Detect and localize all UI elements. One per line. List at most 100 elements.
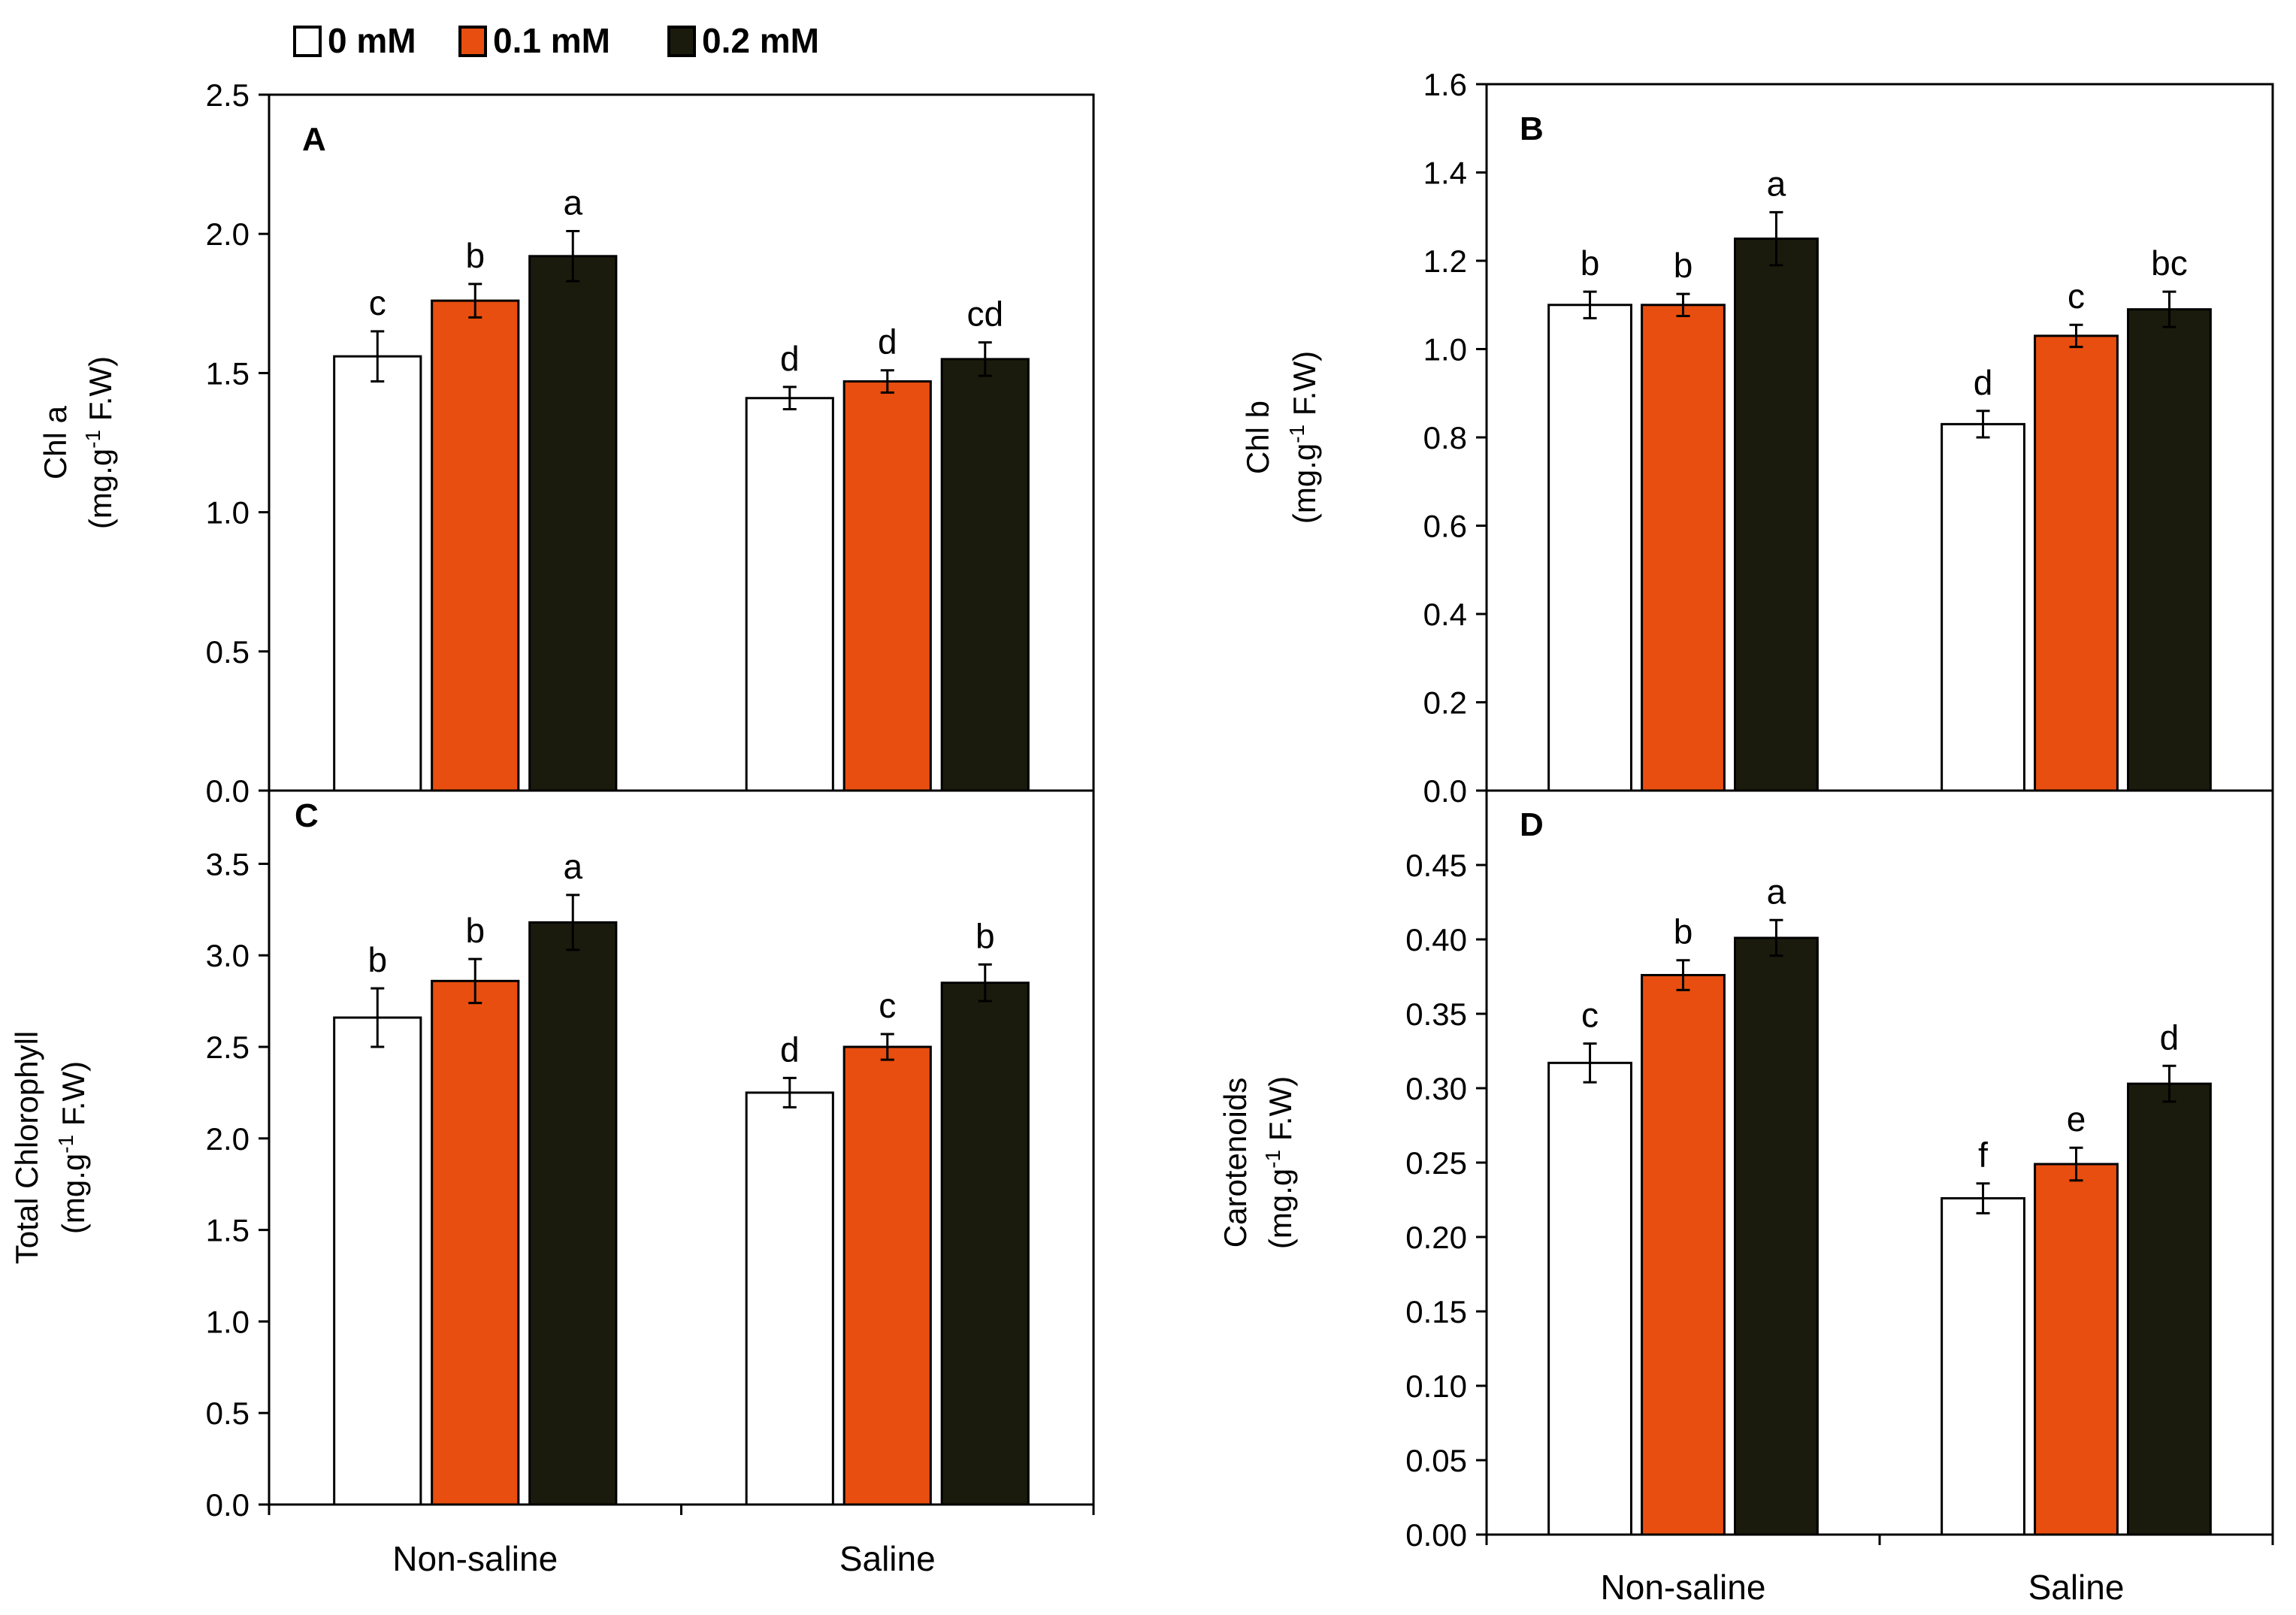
panel-b: 0.0 0.2 0.4 0.6 0.8 1.0 1.2 1.4 1.6 B Chl b (mg.g-1…: [1240, 67, 2274, 809]
significance-letter: e: [2067, 1099, 2086, 1139]
significance-letter: a: [1767, 164, 1786, 203]
panel-letter: A: [302, 121, 326, 158]
significance-letter: a: [563, 847, 582, 886]
bar-0_2mM-non-saline: [1734, 237, 1819, 792]
bar-0mM-non-saline: [1547, 304, 1632, 792]
significance-letter: d: [878, 322, 897, 361]
bar-0_1mM-saline: [2034, 1163, 2119, 1536]
bar-0_1mM-saline: [842, 380, 932, 792]
significance-letter: b: [465, 911, 485, 950]
significance-letter: b: [976, 916, 995, 955]
x-category-label: Saline: [2028, 1568, 2125, 1607]
y-tick-label: 0.2: [1423, 685, 1467, 721]
significance-letter: a: [1767, 872, 1786, 911]
y-tick-label: 1.0: [1423, 332, 1467, 367]
bar-0_1mM-non-saline: [1641, 974, 1726, 1536]
y-tick-label: 0.20: [1405, 1220, 1467, 1255]
y-tick-label: 1.2: [1423, 243, 1467, 279]
y-unit-superscript: -1: [1261, 1150, 1284, 1169]
y-tick-label: 1.0: [206, 495, 250, 531]
y-tick-label: 0.0: [206, 1487, 250, 1523]
y-unit-prefix: (mg.g: [1263, 1169, 1298, 1249]
y-axis-unit: (mg.g-1 F.W): [81, 356, 119, 529]
significance-letter: d: [2160, 1018, 2180, 1057]
significance-letter: b: [465, 236, 485, 275]
y-unit-suffix: F.W): [1263, 1076, 1298, 1150]
bar-0mM-saline: [1941, 422, 2025, 792]
x-category-label: Non-saline: [392, 1539, 558, 1578]
significance-letter: b: [1581, 243, 1600, 283]
y-tick-label: 0.6: [1423, 509, 1467, 544]
bar-0_1mM-saline: [2034, 334, 2119, 792]
y-tick-label: 1.6: [1423, 67, 1467, 102]
y-unit-superscript: -1: [54, 1135, 77, 1154]
significance-letter: c: [879, 986, 896, 1025]
y-unit-superscript: -1: [1285, 425, 1308, 443]
legend-label: 0.1 mM: [493, 21, 610, 60]
y-tick-label: 2.0: [206, 216, 250, 252]
y-tick-label: 0.0: [1423, 773, 1467, 809]
bar-0_2mM-non-saline: [528, 921, 618, 1506]
bar-0_2mM-non-saline: [1734, 936, 1819, 1536]
y-tick-label: 0.15: [1405, 1294, 1467, 1329]
y-tick-label: 0.05: [1405, 1443, 1467, 1478]
significance-letter: b: [1674, 912, 1693, 951]
y-tick-label: 1.4: [1423, 156, 1467, 191]
x-category-label: Non-saline: [1601, 1568, 1766, 1607]
y-unit-suffix: F.W): [56, 1061, 91, 1135]
panel-c: 0.0 0.5 1.0 1.5 2.0 2.5 3.0 3.5 Non-saline Saline…: [9, 789, 1095, 1578]
bar-0mM-non-saline: [1547, 1061, 1632, 1536]
significance-letter: bc: [2151, 243, 2188, 283]
y-tick-label: 0.45: [1405, 848, 1467, 883]
bar-0_1mM-non-saline: [431, 299, 520, 792]
y-tick-label: 1.5: [206, 355, 250, 391]
significance-letter: d: [780, 339, 800, 378]
panel-letter: B: [1520, 110, 1544, 147]
y-tick-label: 3.5: [206, 846, 250, 882]
bar-0mM-saline: [745, 1091, 834, 1506]
significance-letter: a: [563, 183, 582, 222]
bar-0mM-saline: [1941, 1197, 2025, 1536]
y-axis-title: Carotenoids: [1218, 1078, 1253, 1248]
y-tick-label: 0.5: [206, 634, 250, 670]
y-tick-label: 0.25: [1405, 1145, 1467, 1181]
legend-label: 0.2 mM: [702, 21, 819, 60]
y-tick-label: 2.5: [206, 1030, 250, 1065]
significance-letter: d: [1974, 363, 1993, 402]
bar-0mM-non-saline: [333, 1016, 422, 1506]
y-tick-label: 1.5: [206, 1213, 250, 1248]
y-axis-unit: (mg.g-1 F.W): [1261, 1076, 1299, 1249]
bar-0_2mM-saline: [2127, 308, 2212, 792]
bar-0_1mM-non-saline: [1641, 304, 1726, 792]
y-tick-label: 0.35: [1405, 997, 1467, 1032]
panel-letter: D: [1520, 806, 1544, 843]
y-tick-label: 0.40: [1405, 922, 1467, 957]
y-unit-suffix: F.W): [83, 356, 118, 430]
y-tick-label: 0.4: [1423, 597, 1467, 632]
y-tick-label: 1.0: [206, 1304, 250, 1339]
bar-0_2mM-saline: [940, 981, 1030, 1506]
y-tick-label: 0.00: [1405, 1517, 1467, 1553]
bar-0_2mM-saline: [940, 358, 1030, 792]
bar-0mM-non-saline: [333, 355, 422, 792]
y-unit-prefix: (mg.g: [1287, 443, 1322, 524]
bar-0_2mM-non-saline: [528, 255, 618, 792]
y-axis-unit: (mg.g-1 F.W): [1285, 351, 1323, 524]
significance-letter: b: [368, 940, 387, 979]
y-axis-title: Chl b: [1240, 401, 1275, 474]
y-axis-title: Total Chlorophyll: [9, 1031, 44, 1265]
legend-swatch: [293, 26, 322, 57]
y-unit-prefix: (mg.g: [83, 449, 118, 529]
y-tick-label: 0.10: [1405, 1369, 1467, 1404]
panel-letter: C: [295, 797, 319, 834]
y-tick-label: 0.8: [1423, 420, 1467, 455]
significance-letter: c: [1581, 996, 1599, 1035]
y-tick-label: 2.5: [206, 77, 250, 113]
y-tick-label: 2.0: [206, 1121, 250, 1157]
bar-0_1mM-non-saline: [431, 979, 520, 1506]
bar-0_2mM-saline: [2127, 1082, 2212, 1536]
significance-letter: c: [369, 283, 386, 322]
legend-swatch: [458, 26, 487, 57]
